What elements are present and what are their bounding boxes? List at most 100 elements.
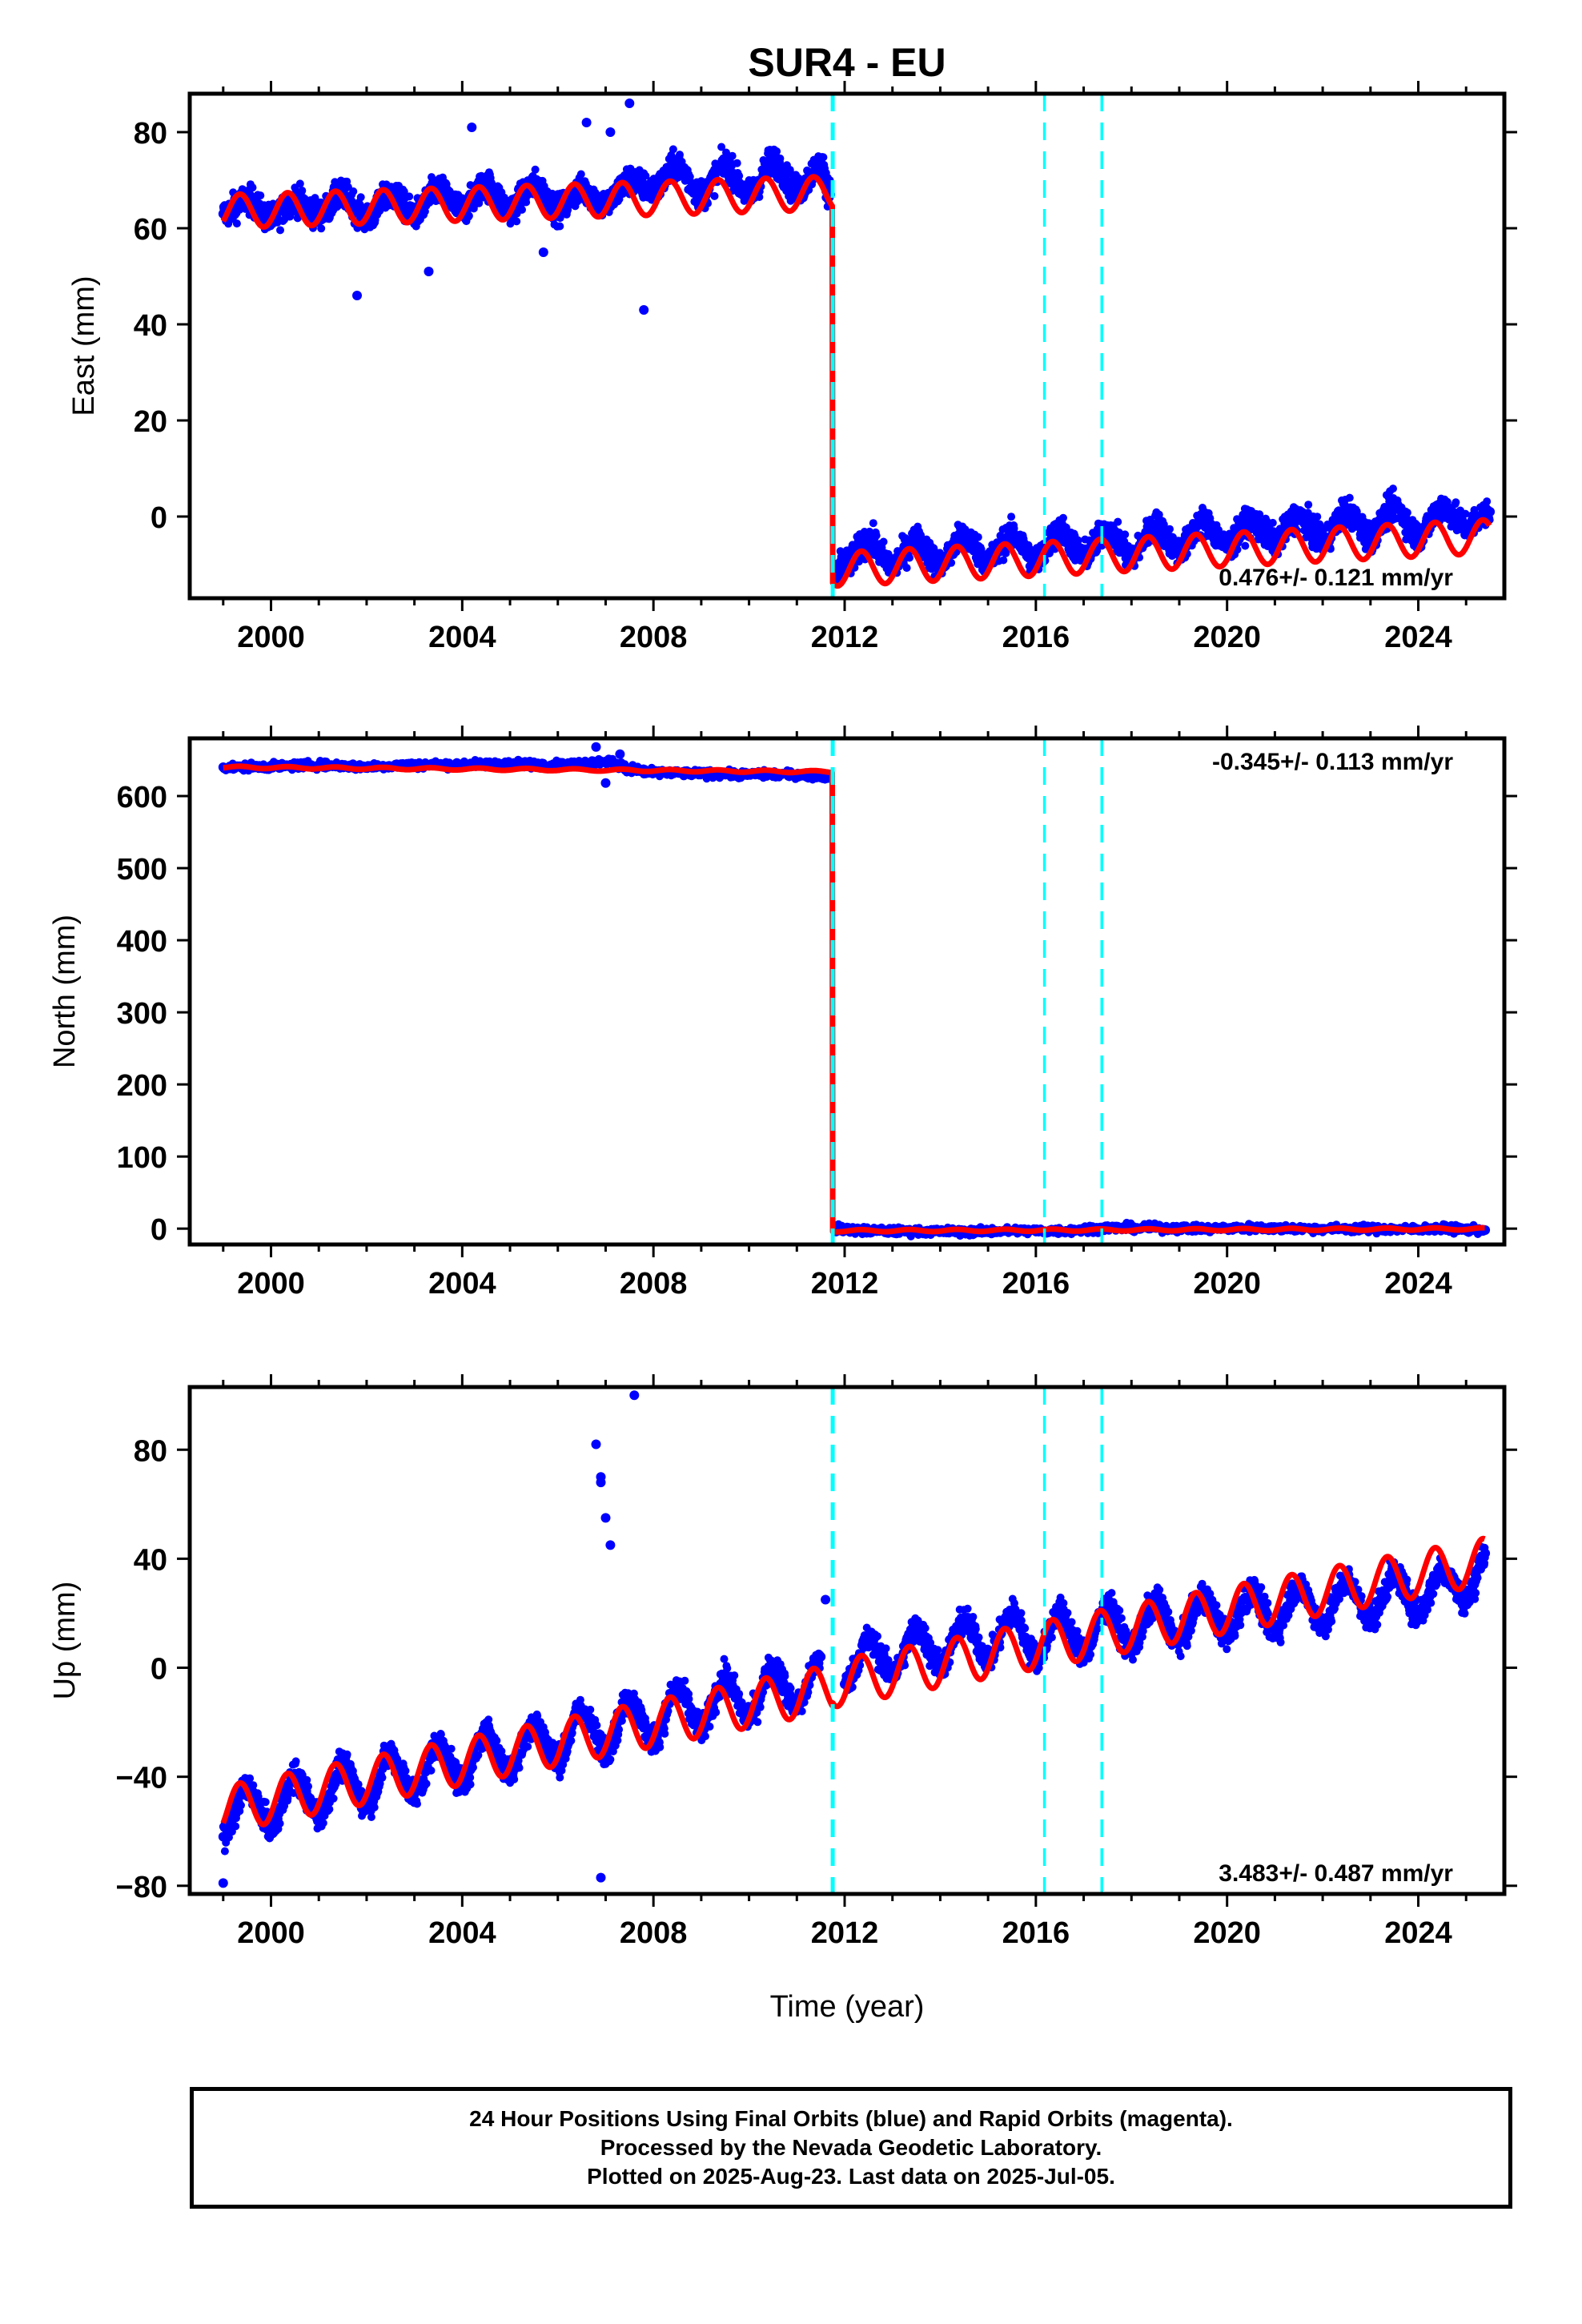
- x-tick-label: 2004: [428, 621, 496, 654]
- data-point: [776, 154, 785, 163]
- data-point: [872, 531, 881, 540]
- data-point: [1241, 541, 1250, 550]
- data-point: [819, 153, 828, 162]
- data-point: [518, 205, 526, 214]
- outlier-point: [581, 118, 592, 127]
- data-point: [506, 219, 515, 228]
- data-point: [556, 222, 564, 231]
- data-point: [1437, 502, 1447, 512]
- chart-title: SUR4 - EU: [748, 40, 946, 85]
- data-point: [1389, 502, 1399, 512]
- outlier-point: [639, 305, 649, 315]
- data-point: [477, 171, 486, 180]
- data-point: [1268, 518, 1277, 527]
- data-point: [1485, 507, 1496, 517]
- data-point: [1294, 512, 1304, 521]
- data-point: [248, 183, 257, 192]
- data-point: [256, 191, 265, 200]
- data-point: [879, 537, 888, 546]
- data-point: [773, 147, 781, 155]
- data-point: [1313, 513, 1322, 521]
- data-point: [317, 224, 326, 233]
- x-tick-label: 2020: [1193, 621, 1261, 654]
- data-point: [464, 211, 473, 220]
- x-tick-label: 2000: [237, 621, 305, 654]
- y-axis-label: East (mm): [67, 275, 101, 416]
- data-point: [902, 564, 911, 573]
- data-point: [768, 156, 778, 166]
- data-point: [1389, 485, 1397, 493]
- data-point: [1007, 531, 1017, 541]
- data-point: [710, 191, 719, 200]
- data-point: [669, 145, 677, 154]
- data-points: [218, 742, 1491, 1240]
- outlier-point: [538, 247, 548, 257]
- north-panel: 2000 2004 2008 2012 2016 2020 2024010020030040…: [48, 726, 1517, 1301]
- data-point: [576, 170, 585, 179]
- data-point: [911, 536, 921, 545]
- data-point: [1114, 517, 1122, 526]
- outlier-point: [352, 291, 362, 300]
- data-point: [1246, 517, 1256, 526]
- x-tick-label: 2016: [1002, 621, 1070, 654]
- y-tick-label: 20: [134, 405, 167, 439]
- data-point: [276, 226, 284, 235]
- data-point: [293, 214, 302, 223]
- data-point: [400, 187, 408, 196]
- data-point: [1483, 497, 1492, 506]
- plot-area: [218, 742, 1491, 1240]
- outlier-point: [424, 267, 434, 276]
- east-panel: 2000 2004 2008 2012 2016 2020 2024020406080Eas…: [67, 81, 1517, 654]
- data-point: [720, 161, 730, 171]
- data-point: [1461, 521, 1472, 531]
- data-point: [1403, 509, 1411, 517]
- data-point: [648, 185, 659, 195]
- data-point: [905, 553, 913, 562]
- data-point: [733, 159, 741, 167]
- data-point: [1007, 513, 1016, 521]
- data-point: [1198, 517, 1208, 526]
- data-point: [722, 148, 730, 157]
- data-point: [1255, 510, 1264, 519]
- y-tick-label: 40: [134, 309, 167, 343]
- data-point: [1452, 498, 1460, 507]
- outlier-point: [605, 127, 616, 137]
- data-point: [676, 151, 684, 159]
- data-point: [1054, 526, 1065, 536]
- data-point: [1102, 526, 1113, 536]
- data-point: [428, 173, 436, 182]
- data-point: [816, 161, 826, 171]
- data-point: [999, 556, 1008, 565]
- data-point: [356, 193, 365, 202]
- x-tick-label: 2024: [1384, 621, 1452, 654]
- data-point: [1345, 493, 1354, 502]
- x-tick-label: 2008: [620, 621, 688, 654]
- data-point: [959, 531, 970, 541]
- outlier-point: [467, 123, 477, 132]
- data-point: [717, 143, 726, 151]
- data-point: [735, 171, 744, 180]
- plot-area: [218, 99, 1496, 589]
- data-point: [974, 533, 982, 541]
- data-point: [531, 165, 540, 174]
- data-point: [475, 199, 484, 207]
- data-point: [349, 187, 358, 195]
- y-tick-label: 0: [151, 501, 167, 535]
- data-point: [295, 179, 304, 188]
- outlier-point: [624, 99, 635, 108]
- data-point: [1342, 507, 1351, 517]
- data-points: [218, 99, 1496, 585]
- data-point: [1166, 525, 1174, 533]
- data-point: [863, 536, 873, 545]
- data-point: [1074, 536, 1082, 545]
- data-point: [1059, 513, 1067, 522]
- data-point: [298, 187, 307, 195]
- data-point: [869, 519, 877, 528]
- data-point: [641, 171, 650, 180]
- data-point: [1304, 501, 1313, 509]
- velocity-label: 0.476+/- 0.121 mm/yr: [1219, 565, 1453, 591]
- data-point: [673, 161, 682, 171]
- data-point: [405, 192, 414, 201]
- data-point: [232, 219, 241, 228]
